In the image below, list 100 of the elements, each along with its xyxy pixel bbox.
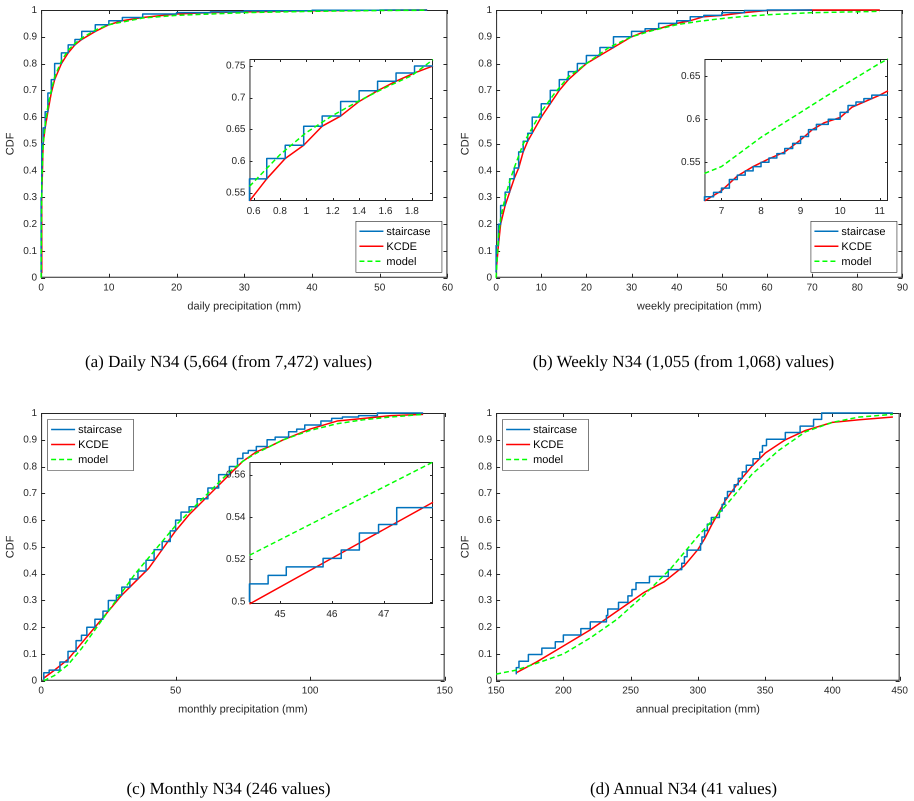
- y-tick-label: 0.5: [478, 138, 493, 150]
- line-series: [704, 58, 889, 174]
- y-tick-label: 0.8: [478, 58, 493, 70]
- y-tick-label: 0.9: [478, 32, 493, 43]
- y-tick-label: 0.2: [23, 218, 38, 230]
- y-tick-label: 0.6: [478, 112, 493, 123]
- y-tick-label: 0.6: [232, 156, 246, 167]
- y-tick-label: 0.8: [23, 461, 38, 472]
- y-tick-label: 0.65: [680, 70, 701, 82]
- x-tick-label: 47: [378, 608, 390, 620]
- x-axis-title: annual precipitation (mm): [636, 703, 760, 716]
- x-tick-label: 90: [896, 282, 908, 294]
- y-tick-label: 0.1: [478, 648, 493, 660]
- legend-label: KCDE: [533, 439, 564, 452]
- x-tick-label: 1: [304, 206, 310, 217]
- y-tick-label: 0.5: [23, 138, 38, 150]
- y-tick-label: 1: [486, 4, 493, 16]
- y-tick-label: 0.3: [478, 595, 493, 606]
- y-tick-label: 0: [32, 676, 38, 687]
- x-tick-label: 45: [274, 608, 286, 620]
- y-tick-label: 0.3: [478, 192, 493, 204]
- y-tick-label: 0.2: [478, 218, 493, 230]
- x-tick-label: 200: [555, 686, 572, 697]
- y-axis-title: CDF: [460, 535, 472, 558]
- legend-label: staircase: [78, 424, 122, 436]
- y-tick-label: 0.1: [23, 246, 38, 257]
- legend-label: staircase: [841, 226, 886, 238]
- y-tick-label: 0.7: [232, 92, 246, 104]
- y-tick-label: 0.55: [680, 157, 701, 168]
- x-tick-label: 9: [798, 206, 804, 217]
- y-tick-label: 0.5: [478, 542, 493, 553]
- y-tick-label: 0.9: [23, 434, 38, 446]
- text: (b) Weekly N34 (1,055 (from 1,068) values): [532, 352, 836, 372]
- x-tick-label: 11: [874, 206, 886, 217]
- text: (c) Monthly N34 (246 values): [126, 779, 332, 799]
- y-tick-label: 0.7: [478, 85, 493, 96]
- x-tick-label: 400: [824, 686, 842, 697]
- y-tick-label: 0.4: [478, 568, 493, 580]
- x-tick-label: 10: [103, 282, 115, 294]
- x-tick-label: 0.6: [246, 206, 261, 217]
- y-tick-label: 0.54: [226, 512, 246, 523]
- y-axis-title: CDF: [460, 132, 472, 156]
- legend-label: model: [533, 454, 564, 466]
- legend-label: staircase: [533, 424, 578, 436]
- y-tick-label: 0.4: [23, 568, 38, 580]
- x-tick-label: 50: [374, 282, 386, 294]
- y-tick-label: 0.65: [226, 124, 246, 136]
- y-tick-label: 0.9: [478, 434, 493, 446]
- legend-label: KCDE: [78, 439, 109, 452]
- y-tick-label: 0.5: [232, 596, 246, 608]
- y-tick-label: 0.7: [478, 488, 493, 500]
- x-tick-label: 40: [671, 282, 683, 294]
- y-tick-label: 1: [486, 408, 493, 419]
- y-tick-label: 0.2: [23, 622, 38, 633]
- x-tick-label: 40: [306, 282, 318, 294]
- x-tick-label: 60: [442, 282, 454, 294]
- y-tick-label: 0.4: [478, 165, 493, 176]
- y-tick-label: 0: [486, 676, 493, 687]
- x-tick-label: 70: [806, 282, 818, 294]
- y-tick-label: 0.9: [23, 32, 38, 43]
- x-tick-label: 1.8: [404, 206, 420, 217]
- x-tick-label: 150: [488, 686, 505, 697]
- x-tick-label: 30: [626, 282, 638, 294]
- y-axis-title: CDF: [4, 132, 17, 156]
- x-tick-label: 20: [170, 282, 183, 294]
- x-tick-label: 1.2: [326, 206, 340, 217]
- x-tick-label: 0.8: [272, 206, 288, 217]
- y-tick-label: 0: [32, 272, 38, 284]
- x-tick-label: 50: [716, 282, 728, 294]
- x-tick-label: 80: [852, 282, 864, 294]
- x-tick-label: 10: [536, 282, 548, 294]
- y-tick-label: 0.7: [23, 85, 38, 96]
- y-tick-label: 0.4: [23, 165, 38, 176]
- legend-label: model: [841, 256, 872, 268]
- x-tick-label: 30: [238, 282, 250, 294]
- y-tick-label: 0.3: [23, 192, 38, 204]
- x-tick-label: 300: [690, 686, 707, 697]
- y-tick-label: 0.1: [478, 246, 493, 257]
- y-tick-label: 0.6: [478, 514, 493, 526]
- legend-label: staircase: [386, 226, 430, 238]
- y-tick-label: 0.6: [23, 514, 38, 526]
- y-tick-label: 1: [32, 408, 38, 419]
- x-tick-label: 46: [326, 608, 338, 620]
- y-tick-label: 0.5: [23, 542, 38, 553]
- x-tick-label: 250: [622, 686, 640, 697]
- legend-label: model: [386, 256, 416, 268]
- x-tick-label: 150: [436, 686, 454, 697]
- y-tick-label: 0.6: [686, 114, 701, 125]
- x-tick-label: 1.4: [352, 206, 366, 217]
- x-tick-label: 50: [170, 686, 182, 697]
- y-tick-label: 0.8: [23, 58, 38, 70]
- x-tick-label: 1.6: [378, 206, 393, 217]
- x-tick-label: 7: [718, 206, 725, 217]
- x-tick-label: 8: [758, 206, 764, 217]
- y-tick-label: 0.52: [226, 554, 246, 566]
- y-tick-label: 0.1: [23, 648, 38, 660]
- x-tick-label: 20: [580, 282, 592, 294]
- y-tick-label: 0.75: [226, 60, 246, 72]
- y-tick-label: 0.2: [478, 622, 493, 633]
- x-tick-label: 60: [761, 282, 773, 294]
